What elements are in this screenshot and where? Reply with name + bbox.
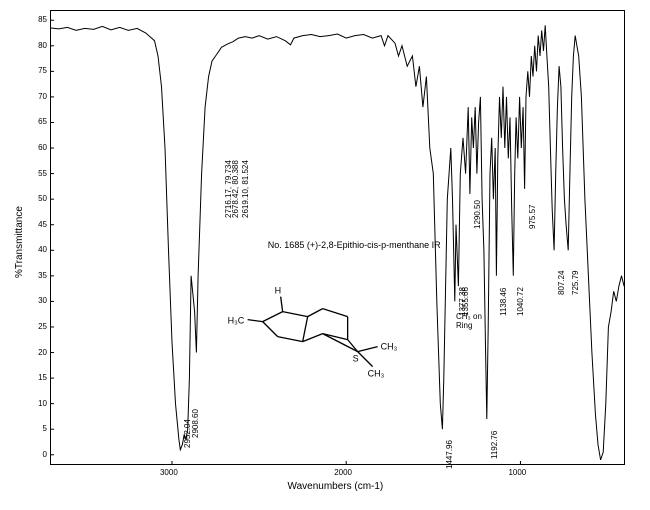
- y-tick-label: 0: [43, 450, 47, 459]
- y-tick-label: 45: [38, 220, 47, 229]
- y-tick-label: 25: [38, 322, 47, 331]
- y-tick-label: 20: [38, 348, 47, 357]
- y-tick-label: 55: [38, 169, 47, 178]
- y-tick-label: 80: [38, 41, 47, 50]
- peak-label: 2908.60: [191, 409, 200, 438]
- x-tick-label: 1000: [508, 468, 526, 477]
- y-tick-label: 60: [38, 143, 47, 152]
- y-tick-label: 10: [38, 399, 47, 408]
- peak-label: 2678.42, 80.388: [231, 161, 240, 219]
- annotation-label: CH₃ on Ring: [456, 312, 491, 330]
- y-tick-label: 85: [38, 15, 47, 24]
- y-tick-label: 70: [38, 92, 47, 101]
- spectrum-line: [0, 0, 650, 510]
- y-tick-label: 35: [38, 271, 47, 280]
- y-tick-label: 50: [38, 194, 47, 203]
- y-tick-label: 65: [38, 117, 47, 126]
- peak-label: 1447.96: [445, 440, 454, 469]
- peak-label: 1040.72: [516, 287, 525, 316]
- y-tick-label: 5: [43, 424, 47, 433]
- peak-label: 975.57: [528, 204, 537, 228]
- y-tick-label: 30: [38, 296, 47, 305]
- x-tick-label: 3000: [160, 468, 178, 477]
- y-tick-label: 15: [38, 373, 47, 382]
- peak-label: 2619.10, 81.524: [241, 161, 250, 219]
- peak-label: 1192.76: [490, 430, 499, 458]
- peak-label: 725.79: [571, 271, 580, 295]
- peak-label: 807.24: [557, 271, 566, 295]
- peak-label: 1290.50: [473, 200, 482, 229]
- x-tick-label: 2000: [334, 468, 352, 477]
- y-tick-label: 75: [38, 66, 47, 75]
- peak-label: 1138.46: [499, 287, 508, 315]
- y-tick-label: 40: [38, 245, 47, 254]
